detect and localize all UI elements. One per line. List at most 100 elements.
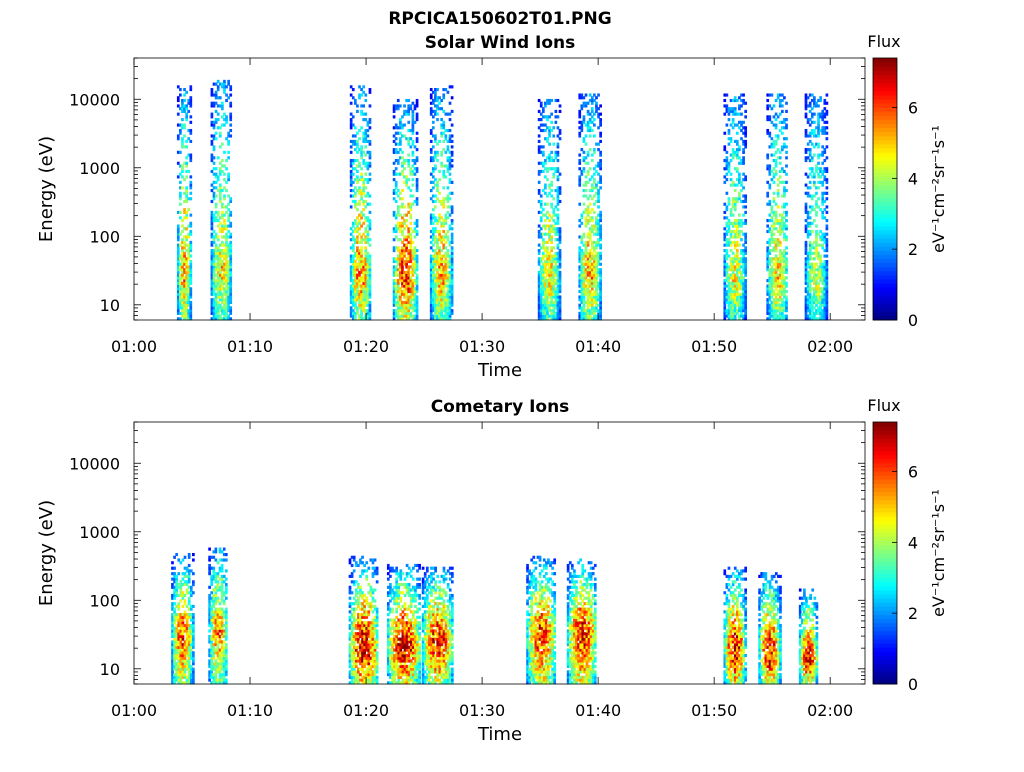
flux-cell-0-9 [826, 211, 829, 214]
flux-cell-0-7 [732, 118, 735, 121]
flux-cell-0-1 [227, 140, 230, 143]
flux-cell-0-0 [185, 162, 188, 165]
flux-cell-0-2 [362, 159, 365, 162]
flux-cell-0-3 [399, 132, 402, 135]
flux-cell-0-8 [775, 271, 778, 274]
flux-cell-0-9 [809, 181, 812, 184]
flux-cell-0-4 [442, 173, 445, 176]
flux-cell-0-7 [738, 145, 741, 148]
flux-cell-0-5 [544, 184, 547, 187]
flux-cell-0-7 [723, 304, 726, 307]
flux-cell-0-0 [189, 315, 192, 318]
flux-cell-0-9 [817, 134, 820, 137]
flux-cell-0-9 [826, 181, 829, 184]
flux-cell-0-1 [223, 173, 226, 176]
flux-cell-0-1 [219, 271, 222, 274]
flux-cell-0-5 [552, 246, 555, 249]
flux-cell-0-2 [369, 173, 372, 176]
flux-cell-0-0 [181, 170, 184, 173]
flux-cell-0-9 [823, 159, 826, 162]
flux-cell-0-7 [744, 279, 747, 282]
flux-cell-0-5 [559, 274, 562, 277]
flux-cell-0-0 [189, 175, 192, 178]
flux-cell-0-8 [768, 186, 771, 189]
flux-cell-0-1 [229, 197, 232, 200]
flux-cell-0-7 [740, 181, 743, 184]
y-tick-label-1: 100 [89, 227, 120, 246]
flux-cell-0-6 [587, 170, 590, 173]
flux-cell-0-9 [809, 154, 812, 157]
flux-cell-0-1 [219, 200, 222, 203]
flux-cell-0-3 [416, 255, 419, 258]
flux-cell-0-8 [785, 263, 788, 266]
flux-cell-0-7 [736, 143, 739, 146]
flux-cell-0-7 [744, 285, 747, 288]
flux-cell-0-0 [177, 249, 180, 252]
flux-cell-0-2 [356, 132, 359, 135]
flux-cell-0-7 [736, 99, 739, 102]
flux-cell-0-2 [369, 260, 372, 263]
colorbar-swatch [873, 91, 897, 96]
flux-cell-0-8 [785, 118, 788, 121]
colorbar-swatch [873, 295, 897, 300]
flux-cell-0-5 [552, 309, 555, 312]
flux-cell-0-9 [809, 151, 812, 154]
flux-cell-0-3 [407, 211, 410, 214]
flux-cell-0-9 [809, 110, 812, 113]
flux-cell-0-1 [229, 255, 232, 258]
flux-cell-0-1 [211, 143, 214, 146]
colorbar-tick-label-1: 2 [908, 240, 918, 259]
flux-cell-0-2 [354, 167, 357, 170]
flux-cell-0-2 [362, 151, 365, 154]
flux-cell-0-2 [360, 255, 363, 258]
flux-cell-0-0 [189, 271, 192, 274]
flux-cell-0-2 [360, 224, 363, 227]
flux-cell-0-4 [432, 186, 435, 189]
flux-cell-0-8 [785, 257, 788, 260]
flux-cell-0-7 [723, 203, 726, 206]
flux-cell-0-3 [409, 137, 412, 140]
flux-cell-0-1 [215, 93, 218, 96]
flux-cell-0-7 [738, 244, 741, 247]
flux-cell-0-0 [189, 274, 192, 277]
flux-cell-0-4 [434, 200, 437, 203]
flux-cell-0-6 [595, 276, 598, 279]
flux-cell-0-9 [809, 282, 812, 285]
flux-cell-0-3 [403, 255, 406, 258]
flux-cell-0-4 [430, 96, 433, 99]
flux-cell-0-8 [783, 255, 786, 258]
flux-cell-0-9 [826, 197, 829, 200]
flux-cell-0-2 [369, 304, 372, 307]
figure-title: RPCICA150602T01.PNG [388, 9, 611, 29]
flux-cell-0-9 [807, 214, 810, 217]
flux-cell-0-0 [183, 241, 186, 244]
flux-cell-0-3 [414, 235, 417, 238]
flux-cell-0-7 [726, 249, 729, 252]
flux-cell-0-8 [775, 227, 778, 230]
flux-cell-0-4 [451, 274, 454, 277]
flux-cell-0-1 [223, 222, 226, 225]
flux-cell-0-9 [817, 121, 820, 124]
flux-cell-0-1 [219, 132, 222, 135]
flux-cell-0-5 [538, 140, 541, 143]
flux-cell-0-2 [369, 282, 372, 285]
flux-cell-0-6 [585, 104, 588, 107]
flux-cell-0-2 [369, 143, 372, 146]
flux-cell-0-5 [546, 203, 549, 206]
flux-cell-0-1 [223, 186, 226, 189]
flux-cell-0-0 [189, 279, 192, 282]
flux-cell-0-8 [785, 301, 788, 304]
flux-cell-0-0 [185, 238, 188, 241]
flux-cell-0-0 [183, 255, 186, 258]
flux-cell-0-9 [817, 205, 820, 208]
flux-cell-0-6 [597, 126, 600, 129]
flux-cell-0-4 [436, 271, 439, 274]
flux-cell-0-4 [451, 192, 454, 195]
flux-cell-0-4 [449, 197, 452, 200]
flux-cell-0-1 [219, 173, 222, 176]
flux-cell-0-8 [777, 178, 780, 181]
flux-cell-0-3 [401, 224, 404, 227]
flux-cell-0-6 [599, 219, 602, 222]
flux-cell-0-7 [744, 194, 747, 197]
flux-cell-0-7 [723, 287, 726, 290]
